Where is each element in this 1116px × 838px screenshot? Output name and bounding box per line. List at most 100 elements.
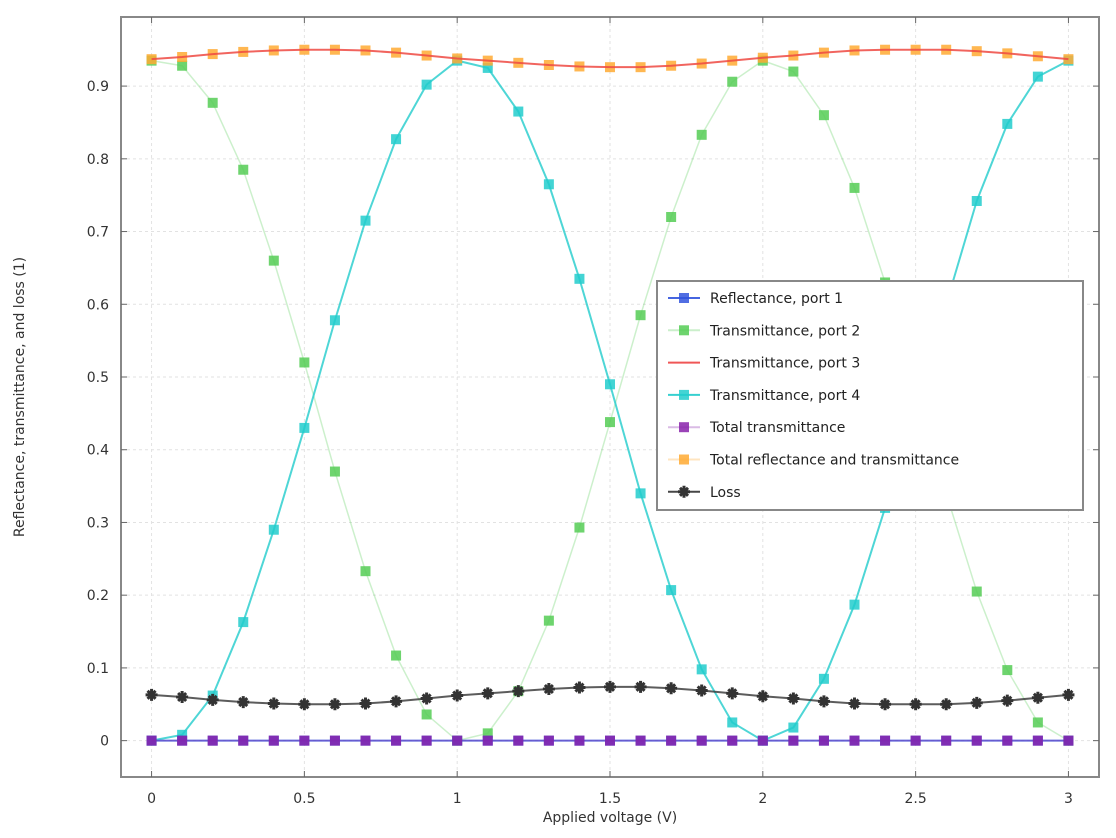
data-point	[238, 164, 249, 175]
data-point	[420, 692, 433, 705]
data-point	[756, 690, 769, 703]
data-point	[971, 735, 982, 746]
data-point	[574, 273, 585, 284]
data-point	[360, 735, 371, 746]
data-point	[604, 680, 616, 693]
data-point	[421, 79, 432, 90]
data-point	[176, 691, 189, 703]
data-point	[635, 310, 646, 321]
data-point	[543, 735, 554, 746]
legend-entry: Total transmittance	[668, 420, 845, 436]
data-point	[788, 66, 799, 77]
series-total-transmittance	[146, 735, 1074, 746]
data-point	[298, 698, 311, 711]
data-point	[329, 466, 340, 477]
data-point	[1032, 71, 1043, 82]
data-point	[849, 599, 860, 610]
legend-label: Transmittance, port 2	[709, 323, 860, 339]
series-transmittance-port-3	[151, 48, 1069, 69]
data-point	[360, 215, 371, 226]
data-point	[482, 728, 493, 739]
y-tick-label: 0.3	[87, 515, 109, 531]
data-point	[940, 698, 953, 711]
legend-label: Loss	[710, 485, 741, 501]
y-axis-label: Reflectance, transmittance, and loss (1)	[12, 257, 28, 537]
legend-entry: Loss	[668, 485, 741, 501]
legend-box	[656, 280, 1084, 511]
data-point	[329, 315, 340, 326]
series-line	[151, 48, 1069, 69]
data-point	[971, 586, 982, 597]
legend-label: Transmittance, port 4	[709, 388, 860, 404]
data-point	[360, 566, 371, 577]
data-point	[634, 680, 647, 693]
data-point	[971, 196, 982, 206]
data-point	[605, 379, 615, 390]
x-tick-label: 3	[1064, 791, 1073, 807]
legend-entry: Reflectance, port 1	[668, 291, 843, 307]
data-point	[390, 695, 403, 708]
data-point	[909, 698, 922, 711]
data-point	[787, 692, 800, 705]
series-layer	[145, 44, 1075, 746]
data-point	[299, 735, 310, 746]
data-point	[757, 735, 768, 746]
data-point	[238, 735, 249, 746]
data-point	[849, 735, 860, 746]
y-tick-label: 0.8	[87, 152, 109, 168]
x-tick-label: 1.5	[599, 791, 621, 807]
data-point	[299, 357, 310, 368]
data-point	[329, 735, 340, 746]
legend-entry: Total reflectance and transmittance	[668, 453, 959, 469]
data-point	[482, 735, 493, 746]
data-point	[482, 62, 493, 73]
data-point	[635, 488, 646, 499]
data-point	[880, 735, 891, 746]
data-point	[1002, 118, 1013, 129]
legend-entry: Transmittance, port 2	[668, 323, 860, 339]
data-point	[941, 735, 952, 746]
data-point	[1032, 717, 1043, 728]
y-tick-label: 0.9	[87, 79, 109, 95]
legend-entry: Transmittance, port 3	[668, 356, 860, 372]
data-point	[512, 685, 525, 698]
legend-marker	[679, 454, 689, 465]
data-point	[146, 54, 157, 65]
data-point	[788, 735, 799, 746]
data-point	[573, 681, 586, 694]
data-point	[605, 735, 615, 746]
data-point	[177, 735, 188, 746]
data-point	[238, 617, 249, 628]
data-point	[666, 212, 677, 222]
data-point	[1032, 735, 1043, 746]
data-point	[328, 698, 341, 711]
data-point	[818, 735, 829, 746]
data-point	[727, 76, 738, 87]
data-point	[848, 697, 861, 710]
data-point	[421, 709, 432, 720]
data-point	[696, 664, 707, 675]
legend-marker	[679, 293, 689, 303]
data-point	[635, 735, 646, 746]
legend-marker	[679, 389, 689, 400]
data-point	[666, 585, 677, 596]
data-point	[421, 735, 432, 746]
data-point	[237, 696, 250, 709]
y-tick-label: 0.6	[87, 297, 109, 313]
legend: Reflectance, port 1 Transmittance, port 2…	[656, 280, 1084, 511]
data-point	[665, 682, 678, 695]
series-loss	[145, 680, 1075, 711]
y-tick-label: 0	[100, 734, 109, 750]
data-point	[1062, 688, 1075, 701]
legend-entry: Transmittance, port 4	[668, 388, 860, 404]
data-point	[970, 696, 983, 709]
data-point	[788, 722, 799, 733]
y-tick-label: 0.5	[87, 370, 109, 386]
data-point	[268, 524, 279, 535]
data-point	[177, 60, 188, 71]
data-point	[727, 735, 738, 746]
data-point	[910, 735, 921, 746]
legend-marker	[679, 325, 689, 336]
data-point	[543, 615, 554, 626]
